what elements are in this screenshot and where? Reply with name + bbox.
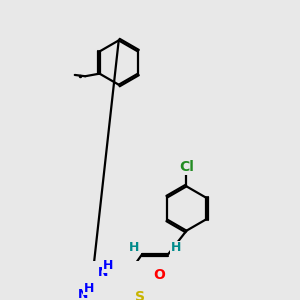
Text: N: N <box>78 288 89 300</box>
Text: O: O <box>153 268 165 282</box>
Text: H: H <box>103 260 113 272</box>
Text: Cl: Cl <box>179 160 194 174</box>
Text: H: H <box>171 241 181 254</box>
Text: H: H <box>129 241 140 254</box>
Text: H: H <box>83 281 94 295</box>
Text: S: S <box>135 290 145 300</box>
Text: N: N <box>98 266 108 279</box>
